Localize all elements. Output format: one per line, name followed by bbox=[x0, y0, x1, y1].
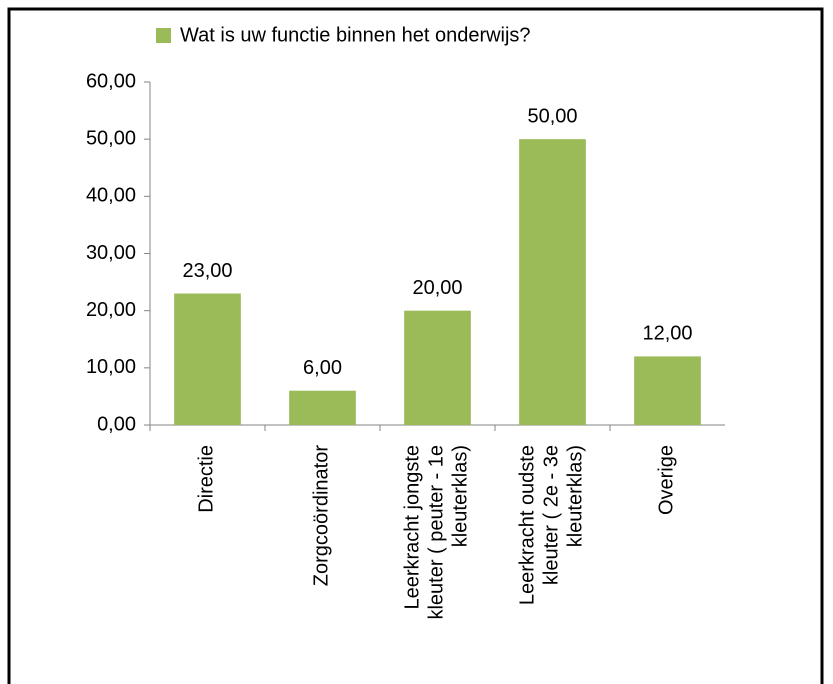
y-tick-label: 20,00 bbox=[86, 299, 136, 321]
y-tick-label: 10,00 bbox=[86, 356, 136, 378]
y-tick-label: 40,00 bbox=[86, 185, 136, 207]
bar bbox=[404, 310, 471, 425]
bar bbox=[174, 293, 241, 425]
y-tick-label: 60,00 bbox=[86, 70, 136, 92]
data-label: 50,00 bbox=[527, 105, 577, 127]
bar bbox=[289, 390, 356, 425]
y-tick-label: 50,00 bbox=[86, 127, 136, 149]
x-tick-label: Leerkracht oudste kleuter ( 2e - 3e kleute… bbox=[517, 445, 587, 605]
data-label: 20,00 bbox=[412, 277, 462, 299]
bar bbox=[519, 139, 586, 425]
x-tick-label: Leerkracht jongste kleuter ( peuter - 1e k… bbox=[402, 445, 472, 620]
x-tick-label: Zorgcoördinator bbox=[311, 445, 333, 587]
x-tick-label: Directie bbox=[196, 445, 218, 513]
data-label: 6,00 bbox=[303, 357, 342, 379]
legend-label: Wat is uw functie binnen het onderwijs? bbox=[180, 24, 531, 46]
data-label: 12,00 bbox=[642, 323, 692, 345]
y-tick-label: 30,00 bbox=[86, 242, 136, 264]
bar bbox=[634, 356, 701, 425]
y-tick-label: 0,00 bbox=[97, 413, 136, 435]
data-label: 23,00 bbox=[182, 260, 232, 282]
legend-swatch bbox=[156, 28, 171, 43]
x-tick-label: Overige bbox=[656, 445, 678, 515]
